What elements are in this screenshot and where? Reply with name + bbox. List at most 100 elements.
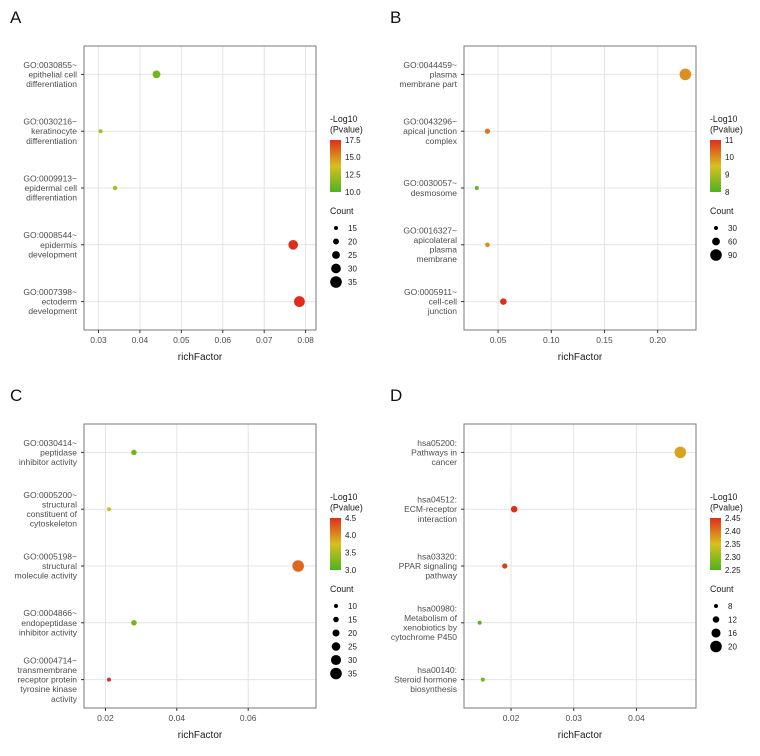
count-legend-label: 15 <box>348 615 357 624</box>
x-tick-label: 0.02 <box>503 713 520 723</box>
count-legend-dot <box>332 251 340 259</box>
count-legend-label: 25 <box>348 642 357 651</box>
count-legend-dot <box>331 263 341 274</box>
x-tick-label: 0.10 <box>543 335 560 345</box>
color-legend-tick-label: 2.45 <box>725 514 741 523</box>
count-legend-label: 15 <box>348 224 357 233</box>
count-legend-title: Count <box>330 584 354 594</box>
count-legend-label: 12 <box>728 615 737 624</box>
count-legend-dot <box>333 238 339 245</box>
category-label: GO:0007398~ ectoderm development <box>23 287 77 316</box>
category-label: GO:0030057~ desmosome <box>403 178 457 198</box>
count-legend-dot <box>712 237 720 246</box>
count-legend-dot <box>332 629 340 637</box>
data-point <box>484 128 491 134</box>
x-tick-label: 0.03 <box>565 713 582 723</box>
color-legend-tick-label: 10.0 <box>345 188 361 197</box>
data-point <box>674 446 687 459</box>
chart-kegg-bubble: 0.02 0.03 0.04 hsa05200: Pathways in cancer hs… <box>391 423 743 741</box>
color-legend-tick-label: 15.0 <box>345 153 361 162</box>
color-legend-tick-label: 3.5 <box>345 548 357 557</box>
x-tick-label: 0.06 <box>215 335 232 345</box>
x-tick-label: 0.15 <box>596 335 613 345</box>
count-legend-label: 20 <box>348 237 357 246</box>
chart-go-bp-bubble: 0.03 0.04 0.05 0.06 0.07 0.08 GO:0030855~ epith… <box>23 45 363 363</box>
count-legend-label: 20 <box>348 629 357 638</box>
count-legend-label: 25 <box>348 251 357 260</box>
color-legend-title: (Pvalue) <box>710 125 743 135</box>
count-legend-dot <box>334 226 338 230</box>
data-point <box>485 242 490 248</box>
data-point <box>112 185 118 191</box>
x-axis-title: richFactor <box>558 352 603 363</box>
panel-b: 0.05 0.10 0.15 0.20 GO:0044459~ plasma membran… <box>380 0 760 378</box>
data-point <box>502 563 508 569</box>
color-legend-tick-label: 4.5 <box>345 514 357 523</box>
category-label: GO:0005911~ cell-cell junction <box>404 287 457 316</box>
color-legend-tick-label: 17.5 <box>345 136 361 145</box>
x-tick-label: 0.04 <box>132 335 149 345</box>
x-tick-label: 0.06 <box>240 713 257 723</box>
color-legend-tick-label: 4.0 <box>345 531 357 540</box>
color-legend-tick-label: 8 <box>725 188 730 197</box>
category-label: GO:0030855~ epithelial cell differentiatio… <box>23 60 77 89</box>
panel-label-d: D <box>390 386 403 405</box>
panel-label-c: C <box>10 386 23 405</box>
count-legend-dot <box>331 642 341 651</box>
data-point <box>106 677 111 682</box>
count-legend-dot <box>330 276 342 288</box>
category-label: GO:0030414~ peptidase inhibitor activity <box>19 438 78 467</box>
data-point <box>152 70 161 79</box>
category-label: GO:0016327~ apicolateral plasma membrane <box>403 225 457 264</box>
color-legend-title: -Log10 <box>710 492 737 502</box>
color-legend-title: -Log10 <box>330 114 357 124</box>
count-legend-title: Count <box>330 206 354 216</box>
data-point <box>477 620 482 625</box>
count-legend-label: 60 <box>728 237 737 246</box>
category-label: GO:0044459~ plasma membrane part <box>399 60 457 89</box>
x-axis-title: richFactor <box>558 730 603 741</box>
panel-c: 0.02 0.04 0.06 GO:0030414~ peptidase inhibito… <box>0 378 380 756</box>
panel-label-b: B <box>390 8 402 27</box>
category-label: hsa03320: PPAR signaling pathway <box>399 551 458 580</box>
data-point <box>288 239 299 250</box>
category-label: GO:0004714~ transmembrane receptor protein… <box>17 655 77 703</box>
panel-d: 0.02 0.03 0.04 hsa05200: Pathways in cancer hs… <box>380 378 760 756</box>
color-legend-gradient <box>710 518 721 570</box>
x-tick-label: 0.02 <box>97 713 114 723</box>
category-label: GO:0005198~ structural molecule activity <box>15 551 78 580</box>
color-legend-title: (Pvalue) <box>330 503 363 513</box>
count-legend-label: 90 <box>728 251 737 260</box>
count-legend-dot <box>710 249 722 261</box>
color-legend-title: (Pvalue) <box>710 503 743 513</box>
count-legend-label: 30 <box>728 224 737 233</box>
count-legend-dot <box>711 628 721 638</box>
x-tick-label: 0.04 <box>169 713 186 723</box>
count-legend-label: 35 <box>348 278 357 287</box>
color-legend-tick-label: 2.40 <box>725 527 741 536</box>
color-legend-title: (Pvalue) <box>330 125 363 135</box>
count-legend-label: 10 <box>348 602 357 611</box>
color-legend-tick-label: 9 <box>725 170 730 179</box>
count-legend-label: 35 <box>348 669 357 678</box>
x-axis-title: richFactor <box>178 730 223 741</box>
count-legend-dot <box>714 226 718 230</box>
category-label: GO:0043296~ apical junction complex <box>403 117 458 146</box>
count-legend-dot <box>334 604 338 608</box>
color-legend-title: -Log10 <box>710 114 737 124</box>
count-legend-dot <box>330 654 342 666</box>
data-point <box>294 296 305 308</box>
x-tick-label: 0.05 <box>173 335 190 345</box>
data-point <box>106 507 111 512</box>
x-tick-label: 0.04 <box>628 713 645 723</box>
x-tick-label: 0.08 <box>297 335 314 345</box>
count-legend-title: Count <box>710 584 734 594</box>
color-legend-gradient <box>330 518 341 570</box>
category-label: hsa04512: ECM-receptor interaction <box>404 495 457 524</box>
data-point <box>131 620 137 626</box>
panel-a: 0.03 0.04 0.05 0.06 0.07 0.08 GO:0030855~ epith… <box>0 0 380 378</box>
category-label: GO:0008544~ epidermis development <box>23 230 77 259</box>
chart-go-mf-bubble: 0.02 0.04 0.06 GO:0030414~ peptidase inhibito… <box>15 423 363 741</box>
category-label: GO:0004866~ endopeptidase inhibitor activi… <box>19 608 78 637</box>
x-tick-label: 0.03 <box>90 335 107 345</box>
